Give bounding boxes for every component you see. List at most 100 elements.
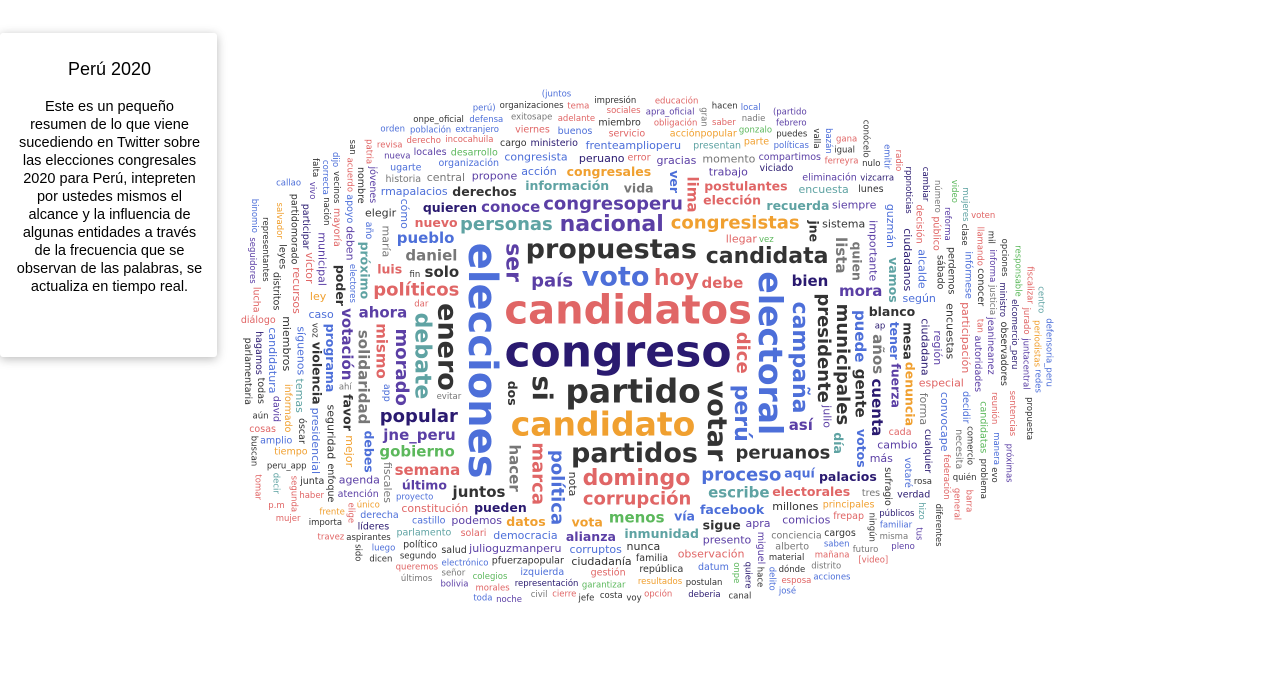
cloud-word: datum xyxy=(698,562,729,573)
cloud-word: síguenos xyxy=(295,326,308,375)
cloud-word: política xyxy=(546,450,567,525)
cloud-word: bien xyxy=(792,272,829,290)
cloud-word: último xyxy=(402,477,447,492)
cloud-word: sentencias xyxy=(1007,391,1017,437)
cloud-word: elecciones xyxy=(459,243,505,479)
cloud-word: jefe xyxy=(577,594,594,604)
cloud-word: municipales xyxy=(832,304,853,426)
cloud-word: nacional xyxy=(560,212,664,237)
cloud-word: miembros xyxy=(280,316,293,371)
cloud-word: julio xyxy=(820,404,833,428)
cloud-word: congresoperu xyxy=(543,194,683,215)
cloud-word: ver xyxy=(667,170,682,194)
cloud-word: congreso xyxy=(504,327,731,378)
cloud-word: cuenta xyxy=(868,379,886,437)
cloud-word: eliminación xyxy=(802,172,857,183)
cloud-word: cada xyxy=(889,427,912,438)
cloud-word: congresales xyxy=(567,164,652,179)
cloud-word: vamos xyxy=(886,257,901,303)
cloud-word: onpe xyxy=(731,562,741,583)
cloud-word: febrero xyxy=(776,118,807,128)
cloud-word: lima xyxy=(684,176,702,212)
cloud-word: acciónpopular xyxy=(670,129,737,140)
cloud-word: izquierda xyxy=(520,567,564,578)
cloud-word: miembro xyxy=(598,118,641,129)
cloud-word: tema xyxy=(567,102,589,112)
cloud-word: incocahuila xyxy=(445,135,493,145)
cloud-word: corruptos xyxy=(570,543,623,556)
cloud-word: siempre xyxy=(832,198,877,211)
cloud-word: voto xyxy=(582,262,650,293)
cloud-word: esposa xyxy=(781,576,811,586)
cloud-word: miguel xyxy=(755,532,766,564)
cloud-word: salvador xyxy=(274,203,284,240)
cloud-word: presento xyxy=(703,533,752,546)
cloud-word: votación xyxy=(338,308,356,380)
cloud-word: cosas xyxy=(249,424,276,435)
cloud-word: nuevo xyxy=(415,215,458,230)
cloud-word: elcomercio_peru xyxy=(1009,299,1019,369)
cloud-word: hacer xyxy=(505,444,523,492)
cloud-word: facebook xyxy=(700,502,765,517)
cloud-word: defensa xyxy=(469,115,503,125)
cloud-word: puedes xyxy=(776,129,808,139)
cloud-word: todas xyxy=(255,378,266,404)
cloud-word: morado xyxy=(391,328,412,405)
cloud-word: candidato xyxy=(511,404,696,443)
cloud-word: tiempo xyxy=(274,446,307,457)
cloud-word: verdad xyxy=(897,490,930,501)
cloud-word: público xyxy=(931,216,942,251)
cloud-word: tomar xyxy=(252,474,262,500)
cloud-word: acciones xyxy=(813,572,851,582)
cloud-word: nota xyxy=(566,472,579,497)
cloud-word: partidos xyxy=(571,438,698,469)
cloud-word: aún xyxy=(253,411,269,421)
cloud-word: fiscales xyxy=(381,462,394,503)
cloud-word: propuesta xyxy=(1024,397,1034,440)
cloud-word: distritos xyxy=(270,272,281,310)
cloud-word: electorales xyxy=(772,484,850,499)
cloud-word: noche xyxy=(496,595,522,605)
cloud-word: amplio xyxy=(260,436,292,447)
cloud-word: extranjero xyxy=(455,125,499,135)
cloud-word: ley xyxy=(310,290,327,303)
cloud-word: guzmán xyxy=(884,204,897,248)
cloud-word: ap xyxy=(875,322,886,332)
cloud-word: sigue xyxy=(703,518,741,533)
cloud-word: diálogo xyxy=(241,315,276,326)
cloud-word: elige xyxy=(346,503,356,524)
cloud-word: día xyxy=(831,432,846,454)
cloud-word: tus xyxy=(914,527,924,541)
cloud-word: decisión xyxy=(914,205,925,244)
cloud-word: políticos xyxy=(373,280,459,301)
cloud-word: salud xyxy=(441,545,466,556)
cloud-word: hagamos xyxy=(253,331,264,375)
cloud-word: p.m xyxy=(268,501,284,511)
cloud-word: constitución xyxy=(401,502,468,515)
cloud-word: ugarte xyxy=(390,163,422,174)
cloud-word: partido xyxy=(565,372,701,411)
cloud-word: centro xyxy=(1036,286,1046,313)
cloud-word: tan xyxy=(974,319,984,333)
cloud-word: impresión xyxy=(594,95,636,106)
cloud-word: popular xyxy=(380,406,458,427)
cloud-word: luis xyxy=(377,262,402,277)
cloud-word: deberia xyxy=(688,590,720,600)
cloud-word: señor xyxy=(442,569,466,579)
cloud-word: enfoque xyxy=(325,463,336,502)
cloud-word: educación xyxy=(655,95,699,106)
cloud-word: maría xyxy=(380,226,393,258)
cloud-word: gobierno xyxy=(379,442,454,460)
cloud-word: callao xyxy=(276,179,301,189)
cloud-word: delito xyxy=(767,567,777,591)
cloud-word: vía xyxy=(674,509,695,524)
cloud-word: castillo xyxy=(412,516,446,527)
cloud-word: obligación xyxy=(654,117,698,128)
cloud-word: denuncia xyxy=(903,362,918,426)
cloud-word: decidir xyxy=(960,391,971,423)
cloud-word: único xyxy=(357,500,380,510)
cloud-word: hoy xyxy=(654,266,699,291)
cloud-word: compartimos xyxy=(759,152,821,163)
cloud-word: conócelo xyxy=(861,120,872,158)
cloud-word: electrónico xyxy=(442,558,489,569)
